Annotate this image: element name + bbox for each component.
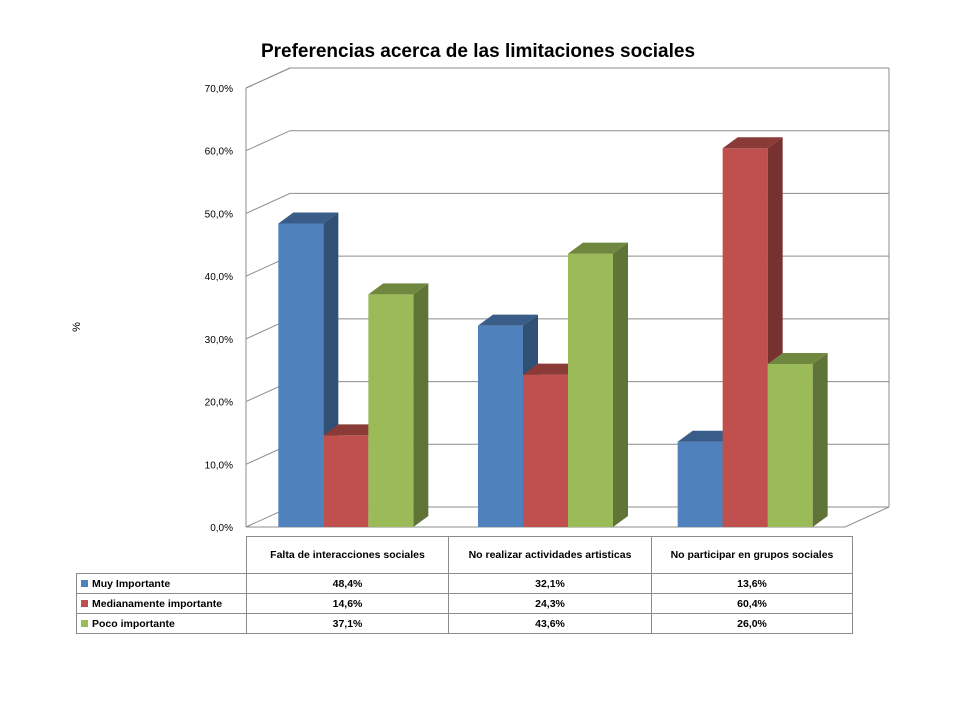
bar-top [278, 212, 339, 224]
bar-top [568, 242, 628, 254]
gridline [245, 67, 889, 89]
bar [767, 352, 828, 527]
data-label: 48,4% [246, 573, 449, 594]
gridline [245, 255, 889, 277]
bar-front [278, 223, 324, 527]
bar-top [722, 137, 783, 149]
series-name: Muy Importante [92, 577, 171, 590]
bar-top [478, 314, 538, 326]
data-label: 60,4% [651, 593, 853, 614]
legend-entry: Medianamente importante [76, 593, 247, 614]
data-label: 26,0% [651, 613, 853, 634]
series-row: Medianamente importante 14,6% 24,3% 60,4… [76, 593, 853, 614]
bar-front [523, 374, 568, 527]
series-row: Muy Importante 48,4% 32,1% 13,6% [76, 573, 853, 594]
bar-side [613, 242, 628, 527]
gridline [245, 318, 889, 340]
gridline [245, 192, 889, 214]
legend-entry: Muy Importante [76, 573, 247, 594]
data-label: 43,6% [448, 613, 652, 634]
bar-side [812, 352, 828, 527]
y-tick-label: 20,0% [205, 398, 233, 409]
legend-swatch [81, 579, 88, 587]
series-name: Poco importante [92, 617, 175, 630]
bar [368, 283, 429, 527]
bar-top [767, 352, 828, 364]
category-label: No realizar actividades artisticas [448, 536, 652, 574]
y-tick-label: 10,0% [205, 460, 233, 471]
bar-front [368, 294, 414, 527]
data-table: Falta de interacciones sociales No reali… [76, 536, 853, 634]
bars [278, 137, 828, 527]
floor [245, 506, 890, 528]
y-tick-label: 50,0% [205, 209, 233, 220]
bar-front [677, 441, 723, 527]
data-label: 13,6% [651, 573, 853, 594]
category-header-row: Falta de interacciones sociales No reali… [76, 536, 853, 574]
bar-side [413, 283, 429, 527]
y-tick-label: 30,0% [205, 335, 233, 346]
category-label: Falta de interacciones sociales [246, 536, 449, 574]
y-tick-label: 70,0% [205, 84, 233, 95]
bar-front [478, 325, 523, 527]
bar-front [767, 363, 813, 527]
bar-front [722, 148, 768, 527]
y-axis-label: % [71, 322, 83, 332]
data-label: 37,1% [246, 613, 449, 634]
series-row: Poco importante 37,1% 43,6% 26,0% [76, 613, 853, 634]
legend-entry: Poco importante [76, 613, 247, 634]
bar-front [323, 435, 369, 527]
data-label: 32,1% [448, 573, 652, 594]
legend-swatch [81, 599, 88, 607]
series-name: Medianamente importante [92, 597, 223, 610]
bar [568, 242, 628, 527]
category-label: No participar en grupos sociales [651, 536, 853, 574]
y-tick-label: 40,0% [205, 272, 233, 283]
chart-title: Preferencias acerca de las limitaciones … [261, 41, 695, 62]
bar-top [368, 283, 429, 295]
data-label: 24,3% [448, 593, 652, 614]
bar-front [568, 253, 613, 527]
y-tick-label: 0,0% [210, 523, 233, 534]
y-tick-label: 60,0% [205, 147, 233, 158]
legend-swatch [81, 619, 88, 627]
data-label: 14,6% [246, 593, 449, 614]
gridline [245, 130, 889, 152]
bar [722, 137, 783, 527]
y-tick-labels: 0,0% 10,0% 20,0% 30,0% 40,0% 50,0% 60,0% 70,0% [205, 84, 233, 534]
